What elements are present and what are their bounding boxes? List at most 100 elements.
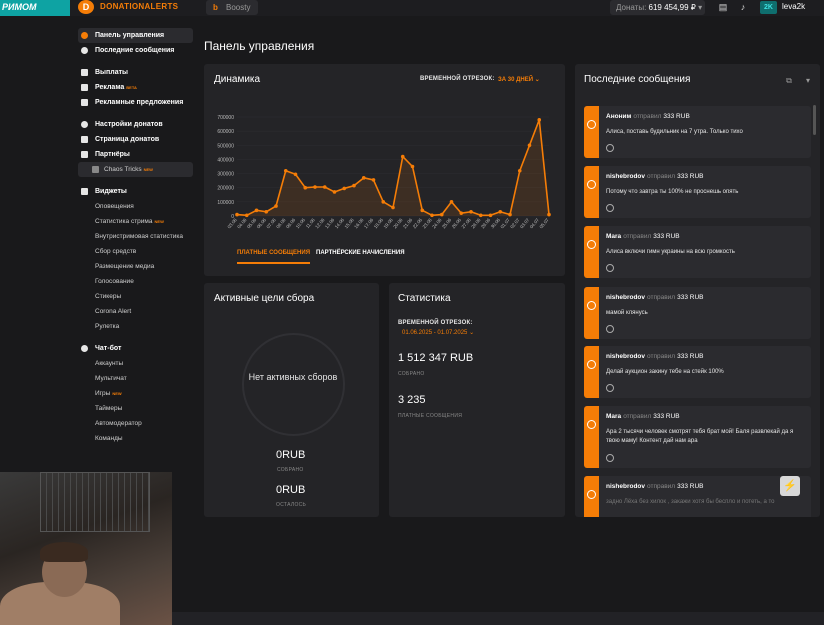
- sidebar-item-automod[interactable]: Автомодератор: [78, 416, 193, 431]
- sidebar-item-commands[interactable]: Команды: [78, 431, 193, 446]
- chart-point[interactable]: [322, 185, 327, 189]
- chart-point[interactable]: [410, 164, 415, 169]
- sidebar-item-fundraising[interactable]: Сбор средств: [78, 244, 193, 259]
- sidebar-item-media[interactable]: Размещение медиа: [78, 259, 193, 274]
- message-text: задно Лёха без хилок , закажи хотя бы бе…: [606, 499, 775, 505]
- donationalerts-logo-icon[interactable]: D: [78, 0, 94, 14]
- chart-point[interactable]: [478, 213, 483, 218]
- cast-icon[interactable]: ⧉: [786, 76, 792, 85]
- filter-icon[interactable]: ▾: [805, 76, 810, 85]
- sidebar-item-donate-settings[interactable]: Настройки донатов: [78, 117, 193, 132]
- chart-point[interactable]: [244, 213, 249, 218]
- username[interactable]: leva2k: [782, 2, 806, 11]
- chart-x-tick-label: 27.06: [461, 217, 473, 229]
- donates-balance-dropdown[interactable]: Донаты: 619 454,99 ₽ ▾: [610, 0, 705, 15]
- chart-point[interactable]: [264, 209, 269, 214]
- chart-area: [237, 119, 549, 216]
- chart-point[interactable]: [459, 211, 464, 215]
- chart-point[interactable]: [527, 143, 532, 148]
- sidebar-item-label: Настройки донатов: [95, 121, 163, 128]
- sidebar-item-stickers[interactable]: Стикеры: [78, 289, 193, 304]
- sidebar-item-ads[interactable]: Реклама BETA: [78, 80, 193, 95]
- message-item[interactable]: Mara отправил 333 RUB Алиса включи гимн укр…: [584, 226, 811, 278]
- chart-point[interactable]: [469, 209, 473, 214]
- tab-paid-messages[interactable]: ПЛАТНЫЕ СООБЩЕНИЯ: [237, 250, 311, 264]
- chart-point[interactable]: [332, 190, 337, 194]
- messages-scrollbar[interactable]: [813, 105, 816, 135]
- channel-logo: РИМОМ: [0, 0, 70, 16]
- chart-point[interactable]: [400, 154, 405, 159]
- message-item[interactable]: nishebrodov отправил 333 RUB Потому что зав…: [584, 166, 811, 218]
- chart-point[interactable]: [342, 186, 347, 191]
- chart-point[interactable]: [283, 168, 288, 173]
- chart-point[interactable]: [371, 178, 376, 182]
- chart-point[interactable]: [420, 208, 425, 213]
- sidebar-item-widgets[interactable]: Виджеты: [78, 184, 193, 199]
- message-item[interactable]: nishebrodov отправил 333 RUB задно Лёха без…: [584, 476, 811, 517]
- chart-point[interactable]: [439, 212, 444, 217]
- sidebar-item-roulette[interactable]: Рулетка: [78, 319, 193, 334]
- chart-point[interactable]: [391, 205, 395, 210]
- message-item[interactable]: Mara отправил 333 RUB Ара 2 тысячи человек …: [584, 406, 811, 468]
- message-accent-bar: [584, 166, 599, 218]
- message-verb: отправил: [647, 353, 676, 360]
- replay-icon[interactable]: [606, 144, 614, 152]
- chart-point[interactable]: [517, 168, 522, 173]
- sidebar-item-voting[interactable]: Голосование: [78, 274, 193, 289]
- sidebar-item-payouts[interactable]: Выплаты: [78, 65, 193, 80]
- sidebar-item-dashboard[interactable]: Панель управления: [78, 28, 193, 43]
- sidebar-item-last-messages[interactable]: Последние сообщения: [78, 43, 193, 58]
- sidebar-item-alerts[interactable]: Оповещения: [78, 199, 193, 214]
- chart-point[interactable]: [361, 176, 366, 180]
- beta-badge: BETA: [126, 85, 137, 90]
- document-icon[interactable]: ▤: [718, 2, 728, 12]
- chart-point[interactable]: [537, 118, 542, 122]
- chart-x-tick-label: 14.06: [334, 217, 346, 229]
- sidebar-item-partners[interactable]: Партнёры: [78, 147, 193, 162]
- message-item[interactable]: nishebrodov отправил 333 RUB мамой клянусь: [584, 287, 811, 339]
- chart-point[interactable]: [303, 185, 308, 190]
- chart-point[interactable]: [274, 204, 278, 208]
- stats-period-dropdown[interactable]: 01.06.2025 - 01.07.2025 ⌄: [402, 329, 474, 336]
- donation-icon: [587, 420, 596, 429]
- message-sender: Mara: [606, 413, 622, 420]
- boosty-button[interactable]: b Boosty: [206, 0, 258, 15]
- sidebar-item-accounts[interactable]: Аккаунты: [78, 356, 193, 371]
- chart-point[interactable]: [488, 213, 493, 218]
- bell-icon[interactable]: ♪: [740, 2, 746, 12]
- chart-point[interactable]: [293, 172, 298, 177]
- replay-icon[interactable]: [606, 384, 614, 392]
- chart-point[interactable]: [430, 213, 434, 218]
- chart-x-tick-label: 09.06: [285, 217, 297, 229]
- tab-partner-earnings[interactable]: ПАРТНЁРСКИЕ НАЧИСЛЕНИЯ: [316, 250, 405, 256]
- sidebar-item-chatbot[interactable]: Чат-бот: [78, 341, 193, 356]
- sidebar-item-stream-stats[interactable]: Статистика стрима NEW: [78, 214, 193, 229]
- replay-icon[interactable]: [606, 264, 614, 272]
- chart-point[interactable]: [254, 208, 259, 213]
- chart-point[interactable]: [508, 212, 512, 217]
- sidebar-item-chaos-tricks[interactable]: Chaos Tricks NEW: [78, 162, 193, 177]
- chart-point[interactable]: [235, 212, 239, 217]
- chart-point[interactable]: [547, 212, 551, 217]
- message-item[interactable]: nishebrodov отправил 333 RUB Делай аукцион …: [584, 346, 811, 398]
- dynamics-period-dropdown[interactable]: ЗА 30 ДНЕЙ ⌄: [498, 76, 540, 83]
- sidebar-item-corona-alert[interactable]: Corona Alert: [78, 304, 193, 319]
- chart-point[interactable]: [381, 200, 386, 204]
- message-item[interactable]: Аноним отправил 333 RUB Алиса, поставь буди…: [584, 106, 811, 158]
- lightning-icon[interactable]: ⚡: [780, 476, 800, 496]
- replay-icon[interactable]: [606, 454, 614, 462]
- sidebar-item-games[interactable]: Игры NEW: [78, 386, 193, 401]
- sidebar-item-multichat[interactable]: Мультичат: [78, 371, 193, 386]
- chart-point[interactable]: [449, 200, 454, 204]
- chart-point[interactable]: [498, 209, 503, 214]
- replay-icon[interactable]: [606, 325, 614, 333]
- chart-point[interactable]: [352, 183, 356, 188]
- sidebar-item-donate-page[interactable]: Страница донатов: [78, 132, 193, 147]
- sidebar-item-instream-stats[interactable]: Внутристримовая статистика: [78, 229, 193, 244]
- avatar[interactable]: 2K: [760, 1, 777, 14]
- replay-icon[interactable]: [606, 204, 614, 212]
- sidebar-item-timers[interactable]: Таймеры: [78, 401, 193, 416]
- sidebar-item-ad-offers[interactable]: Рекламные предложения: [78, 95, 193, 110]
- message-header: nishebrodov отправил 333 RUB: [606, 483, 703, 490]
- chart-point[interactable]: [313, 185, 317, 189]
